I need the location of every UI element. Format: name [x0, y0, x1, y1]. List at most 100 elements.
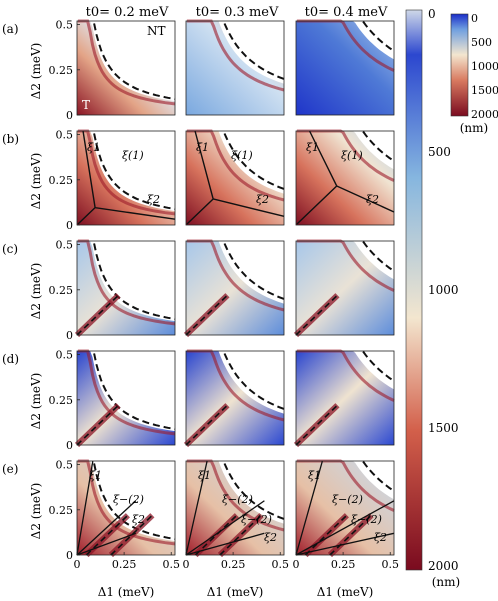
panel-r1-c3	[295, 19, 395, 116]
diagonal-band	[183, 293, 230, 338]
phase-boundary-dashed	[362, 130, 395, 162]
x-axis-label: Δ1 (meV)	[98, 585, 155, 599]
phase-boundary-dashed	[223, 133, 285, 190]
phase-boundary-dashed	[362, 350, 395, 382]
x-tick-label: 0	[183, 558, 190, 571]
xi-annotation: ξ2	[366, 193, 379, 206]
panel-frame	[295, 130, 395, 226]
colorbar-small-tick-label: 0	[471, 12, 478, 25]
panel-frame	[185, 460, 285, 556]
y-tick-label: 0.25	[49, 284, 74, 297]
crossover-lines	[186, 130, 285, 225]
topological-region	[296, 21, 394, 115]
panel-grid: (a) NTT00.250.5(b)ξ1ξ(1)ξ200.250.5ξ1ξ(1)ξ…	[2, 19, 399, 571]
phase-boundary-dashed	[223, 353, 285, 410]
phase-boundary-dashed	[223, 463, 285, 520]
crossover-ray	[185, 500, 265, 556]
panel-frame	[185, 20, 285, 116]
xi-annotation: ξ2	[147, 193, 160, 206]
crossover-ray	[295, 532, 395, 556]
phase-boundary-dashed	[93, 463, 176, 540]
panel-r4-c2	[183, 349, 285, 448]
colorbar-large-tick-label: 2000	[428, 559, 459, 573]
y-axis-label: Δ2 (meV)	[29, 373, 43, 430]
boundary-band	[77, 19, 176, 106]
crossover-lines	[296, 130, 395, 225]
phase-boundary-dashed	[362, 20, 395, 52]
x-tick-label: 0.25	[331, 558, 356, 571]
xi-annotation: ξ(1)	[231, 149, 253, 162]
xi-annotation: ξ1	[306, 141, 319, 154]
panel-frame	[295, 460, 395, 556]
diagonal-band	[303, 513, 349, 558]
y-tick-label: 0.5	[56, 129, 74, 142]
x-tick-label: 0.5	[271, 558, 289, 571]
xi-annotation: ξ2	[256, 193, 269, 206]
xi-annotation: ξ−(2)	[222, 493, 253, 506]
colorbar-small-tick-label: 1000	[471, 60, 498, 73]
phase-boundary-dashed	[362, 240, 395, 272]
diagonal-band	[193, 513, 239, 558]
xi-annotation: ξ2	[264, 531, 277, 544]
panel-r5-c2: ξ1 ξ−(2) ξ−(2) ξ2 0 0.25 0.5	[183, 459, 289, 571]
y-axis-label: Δ2 (meV)	[29, 153, 43, 210]
row-label: (c)	[2, 242, 18, 256]
panel-r4-c1: 0 0.25 0.5	[49, 349, 176, 452]
diagonal-band	[74, 293, 121, 338]
crossover-ray	[185, 460, 208, 556]
topological-region	[77, 21, 175, 115]
colorbar-small: 0 500 1000 1500 2000 (nm)	[450, 12, 498, 135]
colorbar-small-tick-label: 1500	[471, 84, 498, 97]
x-axis-label: Δ1 (meV)	[207, 585, 264, 599]
panel-r3-c3	[293, 239, 395, 338]
boundary-band	[77, 129, 176, 216]
colorbar-large-ticks: 0 500 1000 1500 2000	[428, 7, 459, 573]
y-tick-label: 0.25	[49, 504, 74, 517]
panel-r2-c2: ξ1 ξ(1) ξ2	[185, 129, 285, 226]
colorbar-small-ticks: 0 500 1000 1500 2000	[471, 12, 498, 121]
panel-frame	[295, 350, 395, 446]
crossover-ray	[76, 460, 94, 556]
x-tick-label: 0.5	[162, 558, 180, 571]
xi-annotation: ξ−(2)	[241, 513, 272, 526]
axis-labels: Δ2 (meV) Δ2 (meV) Δ2 (meV) Δ2 (meV) Δ2 (meV)…	[29, 43, 373, 599]
phase-boundary-dashed	[362, 460, 395, 492]
crossover-lines	[77, 130, 176, 225]
xi-annotation: ξ−(2)	[351, 513, 382, 526]
x-tick-label: 0	[293, 558, 300, 571]
diagonal-band	[74, 403, 121, 448]
diagonal-band	[217, 513, 264, 558]
colorbar-large-bar	[405, 9, 423, 571]
y-axis-label: Δ2 (meV)	[29, 43, 43, 100]
topological-region	[77, 461, 175, 555]
panel-frame	[76, 240, 176, 336]
colorbar-large-tick-label: 1000	[428, 283, 459, 297]
y-axis-label: Δ2 (meV)	[29, 483, 43, 540]
panel-frame	[76, 460, 176, 556]
x-axis-label: Δ1 (meV)	[317, 585, 374, 599]
panel-r5-c1: ξ1 ξ−(2) ξ2 0 0.25 0.5 0 0.25 0.5	[49, 459, 180, 571]
phase-boundary-dashed	[93, 133, 176, 210]
panel-r1-c1: NT T0 0.25 0.5	[49, 19, 176, 122]
crossover-ray	[295, 500, 395, 556]
xi-annotation: ξ−(2)	[332, 493, 363, 506]
diagonal-band	[293, 293, 340, 338]
y-tick-label: 0	[66, 549, 73, 562]
xi-annotation: ξ1	[308, 469, 321, 482]
xi-annotation: ξ2	[374, 531, 387, 544]
y-tick-label: 0.5	[56, 239, 74, 252]
y-axis-label: Δ2 (meV)	[29, 263, 43, 320]
x-tick-label: 0.25	[112, 558, 137, 571]
y-tick-label: 0	[66, 329, 73, 342]
nontopological-label: NT	[147, 24, 166, 38]
boundary-band	[77, 459, 176, 546]
panel-r2-c3: ξ1 ξ(1) ξ2	[295, 129, 395, 226]
y-tick-label: 0.25	[49, 394, 74, 407]
panel-r5-c3: ξ1 ξ−(2) ξ−(2) ξ2 0 0.25 0.5	[293, 459, 399, 571]
row-label: (b)	[2, 132, 19, 146]
colorbar-large-tick-label: 0	[428, 7, 436, 21]
x-tick-label: 0.25	[221, 558, 246, 571]
colorbar-large-unit: (nm)	[432, 575, 460, 589]
panel-frame	[76, 350, 176, 446]
